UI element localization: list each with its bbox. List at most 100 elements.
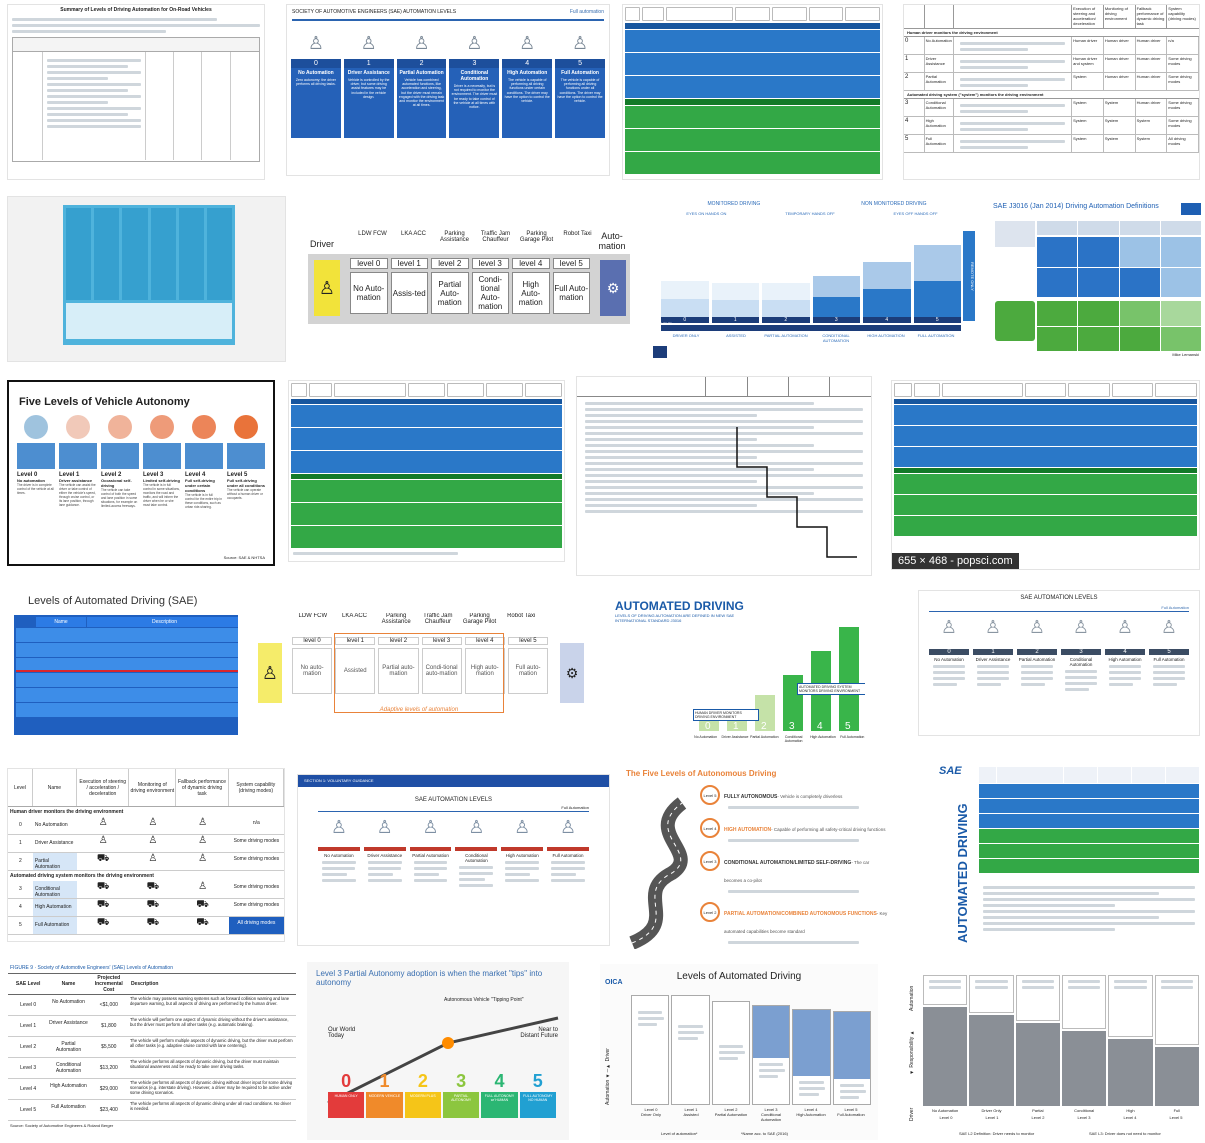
thumb-sae-automated-driving-vertical[interactable]: SAE AUTOMATED DRIVING (934, 762, 1200, 944)
car-icon: ⛟ (146, 917, 160, 928)
level-column: 0 (661, 281, 709, 323)
level-name: DRIVER ONLY (672, 333, 700, 338)
level-number: 2 (762, 317, 810, 323)
level-desc: Assisted (335, 648, 376, 694)
footer-right: SAE L3: Driver does not need to monitor (1089, 1131, 1161, 1136)
level-card: ♙ Partial Automation (409, 817, 452, 890)
level-name: Conditional Automation (1069, 657, 1093, 667)
thumb-sae-j3016-definitions[interactable]: SAE J3016 (Jan 2014) Driving Automation … (990, 200, 1204, 360)
person-icon: ♙ (148, 835, 158, 846)
thumb-voluntary-guidance[interactable]: SECTION 1: VOLUNTARY GUIDANCE SAE AUTOMA… (297, 774, 610, 946)
table-row: Level 0 No Automation <$1,000 The vehicle m… (8, 995, 296, 1016)
person-icon: ♙ (198, 817, 208, 828)
section-heading: Automated driving system ("system") moni… (904, 91, 1199, 99)
driver-icon: ♙ (258, 643, 282, 703)
thumb-figure9-cost-table[interactable]: FIGURE 9 · Society of Automotive Enginee… (7, 962, 297, 1140)
thumb-popsci-table[interactable]: 655 × 468 - popsci.com (891, 380, 1200, 570)
row-cell: Human driver (1136, 37, 1168, 54)
level-number: 4 (817, 721, 823, 732)
thumb-monitored-driving-chart[interactable]: MONITORED DRIVING NON MONITORED DRIVING … (652, 200, 978, 362)
driver-car-icon: ♙ (466, 32, 483, 53)
thumb-levels-automated-driving-sae[interactable]: Levels of Automated Driving (SAE) Name D… (7, 590, 239, 746)
level-number: Level 1 (985, 1115, 999, 1120)
row-desc: The vehicle will perform one aspect of d… (129, 1017, 289, 1027)
thumb-sae-levels-gray[interactable]: SAE AUTOMATION LEVELS Full Automation ♙ 0… (918, 590, 1200, 736)
table-row: 0 No Automation Human driver Human driver Hu… (904, 37, 1199, 55)
thumb-oica-levels[interactable]: OICA Levels of Automated Driving Automat… (600, 964, 878, 1140)
thumb-sae-narrative-blue-table-2[interactable] (288, 380, 565, 562)
table-row: 3 Conditional Automation System System Human… (904, 99, 1199, 117)
level-name: Partial Automation (1018, 657, 1056, 662)
level-sub: Full self-driving under all conditions (227, 478, 266, 488)
row-cell: Human driver (1136, 99, 1168, 116)
thumb-light-blue-infographic[interactable] (7, 196, 286, 362)
col-header: Name (33, 769, 77, 806)
thumb-sae-narrative-blue-table[interactable] (622, 4, 883, 180)
level-column (792, 1009, 831, 1105)
level-number: 4 (1105, 649, 1145, 655)
level-tag: level 0 (350, 258, 388, 269)
driver-car-icon: ♙ (571, 32, 589, 53)
level-name: CONDITIONAL AUTOMATION (822, 333, 850, 343)
autonomy-level: Level 5 Full self-driving under all condi… (227, 414, 265, 509)
thumb-sae-narrative-white-table[interactable]: Execution of steering and acceleration/ … (903, 4, 1200, 180)
level-column (832, 1011, 871, 1105)
thumb-summary-levels-doc[interactable]: Summary of Levels of Driving Automation … (7, 4, 265, 180)
feature-label: LDW FCW (298, 613, 328, 619)
level-block: 5 FULL AUTONOMY NO HUMAN (519, 1071, 556, 1118)
table-row: Level 5 Full Automation $23,400 The vehicle… (8, 1100, 296, 1121)
thumb-sae-staircase-table[interactable] (576, 376, 872, 576)
thumb-responsibility-photos[interactable]: Automation ◄ Responsibility ► Driver No … (908, 970, 1200, 1140)
level-number: 1 (711, 317, 759, 323)
thumb-adaptive-levels-strip[interactable]: LDW FCW LKA ACC Parking Assistance Traffic … (251, 612, 591, 720)
level-name: FULL AUTOMATION (917, 333, 955, 338)
thumb-level-table-icons[interactable]: Level Name Execution of steering / acceler… (7, 768, 285, 942)
level-number: Level 2 (1031, 1115, 1045, 1120)
level-badge: Level 4 (700, 818, 720, 838)
level-card: ♙ Conditional Automation (455, 817, 498, 890)
row-cell: Human driver (1136, 55, 1168, 72)
level-name: Partial Automation (399, 70, 444, 76)
thumb-sae-automation-levels-cards[interactable]: SOCIETY OF AUTOMOTIVE ENGINEERS (SAE) AU… (286, 4, 610, 176)
feature-label: Traffic Jam Chauffeur (480, 231, 511, 243)
level-number: 2 (1017, 649, 1057, 655)
section-heading: Human driver monitors the driving enviro… (10, 809, 124, 815)
tile-title: Five Levels of Vehicle Autonomy (19, 396, 190, 408)
robot-icon: ⚙ (600, 260, 626, 316)
row-cell: Some driving modes (1167, 73, 1199, 90)
level-column: level 1 Assisted (335, 637, 376, 694)
level-card: ♙ 2 Partial Automation Vehicle has combined… (396, 27, 447, 138)
level-desc: The vehicle is in full control for the e… (185, 493, 223, 509)
level-desc: High Auto-mation (512, 272, 550, 314)
level-number: Level 4 (1123, 1115, 1137, 1120)
infographic-panel (63, 205, 235, 345)
row-cell: System (1104, 135, 1136, 152)
thumb-automated-driving-bars[interactable]: AUTOMATED DRIVING LEVELS OF DRIVING AUTO… (610, 594, 866, 750)
row-level: Level 0 (20, 1002, 37, 1008)
thumb-driver-level-strip[interactable]: Driver Auto-mation LDW FCW LKA ACC Parking… (307, 228, 631, 328)
level-desc: Full Auto-mation (552, 272, 590, 314)
driver-car-icon: ♙ (330, 817, 347, 837)
feature-label: Parking Garage Pilot (462, 613, 497, 625)
icon-caption: EYES OFF HANDS OFF (893, 211, 938, 216)
thumb-tipping-point[interactable]: Level 3 Partial Autonomy adoption is whe… (307, 962, 569, 1140)
level-desc: Condi-tional auto-mation (421, 648, 462, 694)
level-number: 1 (343, 59, 394, 68)
row-cost: <$1,000 (99, 1002, 118, 1008)
driver-photo (1061, 1031, 1107, 1106)
row-level: 4 (904, 117, 925, 134)
level-name: Full Automation (1153, 657, 1185, 662)
feature-label: LKA ACC (342, 613, 368, 619)
row-cell: System (1072, 99, 1104, 116)
row-name: Full Automation (925, 135, 955, 152)
level-name: Partial (1032, 1108, 1044, 1113)
level-number: 3 (1061, 649, 1101, 655)
level-column (671, 995, 710, 1105)
thumb-five-levels-road[interactable]: The Five Levels of Autonomous Driving Le… (621, 764, 889, 950)
doc-title: Summary of Levels of Driving Automation … (60, 7, 212, 13)
ads-box: AUTOMATED DRIVING SYSTEM MONITORS DRIVIN… (797, 683, 865, 695)
level-card: ♙ 3 Conditional Automation (1061, 617, 1101, 694)
right-label: Near to Distant Future (520, 1027, 558, 1039)
level-name: Full Automation (561, 70, 599, 76)
